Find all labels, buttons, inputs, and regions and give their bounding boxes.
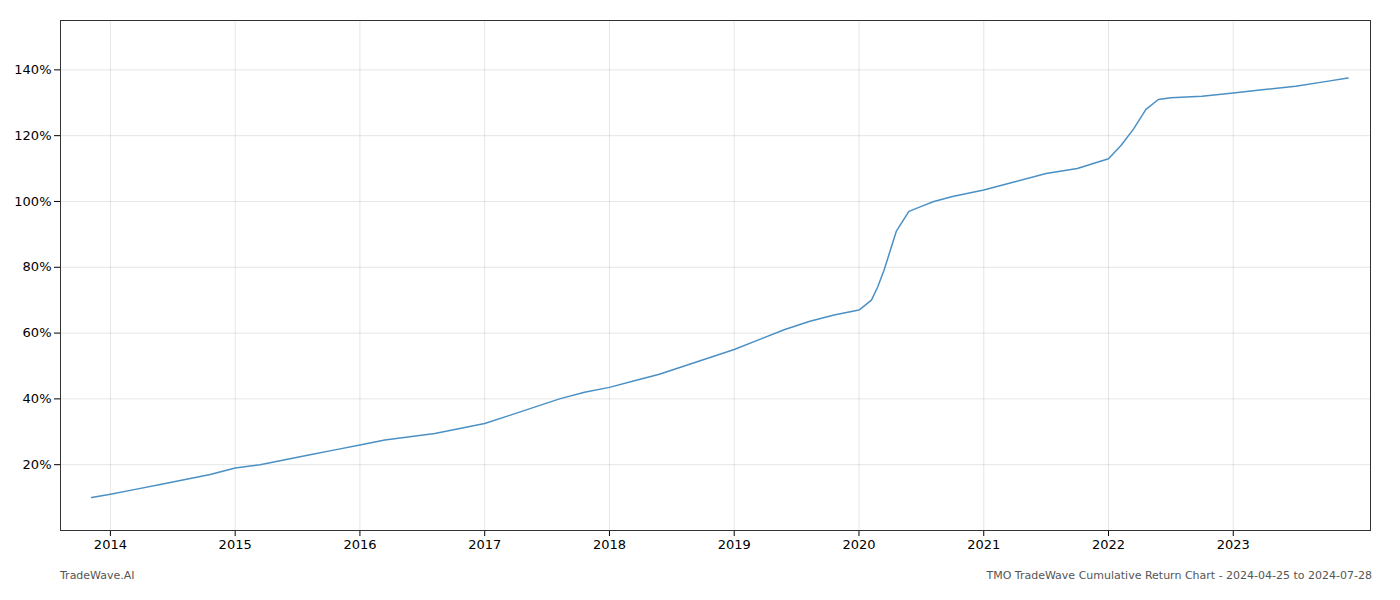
html-text:TMO TradeWave Cumulative Retur: TMO TradeWave Cumulative Return Chart - … (986, 569, 1372, 582)
svg-text:2021: 2021 (967, 537, 1000, 552)
svg-text:2018: 2018 (593, 537, 626, 552)
svg-text:2020: 2020 (842, 537, 875, 552)
html-text:TradeWave.AI: TradeWave.AI (60, 569, 135, 582)
svg-text:2017: 2017 (468, 537, 501, 552)
svg-text:140%: 140% (14, 62, 51, 77)
svg-text:100%: 100% (14, 194, 51, 209)
svg-text:2019: 2019 (718, 537, 751, 552)
svg-text:2015: 2015 (219, 537, 252, 552)
svg-text:20%: 20% (23, 457, 52, 472)
svg-text:2014: 2014 (94, 537, 127, 552)
svg-text:2022: 2022 (1092, 537, 1125, 552)
svg-text:80%: 80% (23, 259, 52, 274)
svg-text:120%: 120% (14, 128, 51, 143)
svg-text:2023: 2023 (1217, 537, 1250, 552)
svg-text:60%: 60% (23, 325, 52, 340)
svg-text:2016: 2016 (343, 537, 376, 552)
svg-text:40%: 40% (23, 391, 52, 406)
